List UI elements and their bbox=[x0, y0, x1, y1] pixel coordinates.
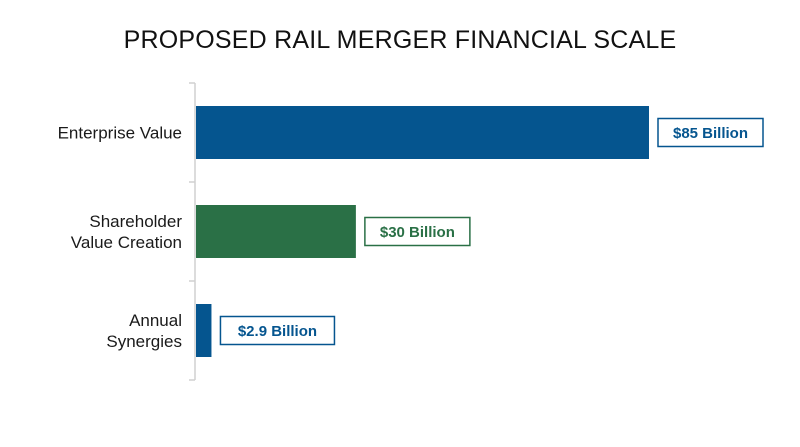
value-label-box bbox=[364, 216, 471, 247]
chart-title: PROPOSED RAIL MERGER FINANCIAL SCALE bbox=[123, 26, 677, 54]
value-label: $85 Billion bbox=[673, 125, 748, 142]
category-label: Enterprise Value bbox=[58, 124, 182, 143]
bar bbox=[196, 106, 649, 159]
value-label-box bbox=[219, 315, 336, 346]
category-label: Shareholder Value Creation bbox=[71, 212, 183, 252]
category-label-line: Shareholder bbox=[89, 212, 182, 231]
bar bbox=[196, 205, 356, 258]
category-label-line: Enterprise Value bbox=[58, 124, 182, 143]
category-label-line: Value Creation bbox=[71, 233, 182, 252]
category-label: Annual Synergies bbox=[106, 311, 182, 351]
value-label: $30 Billion bbox=[380, 224, 455, 241]
category-label-line: Annual bbox=[129, 311, 182, 330]
bar bbox=[196, 304, 212, 357]
value-label-box bbox=[657, 117, 764, 148]
value-label: $2.9 Billion bbox=[238, 323, 317, 340]
category-label-line: Synergies bbox=[106, 332, 182, 351]
